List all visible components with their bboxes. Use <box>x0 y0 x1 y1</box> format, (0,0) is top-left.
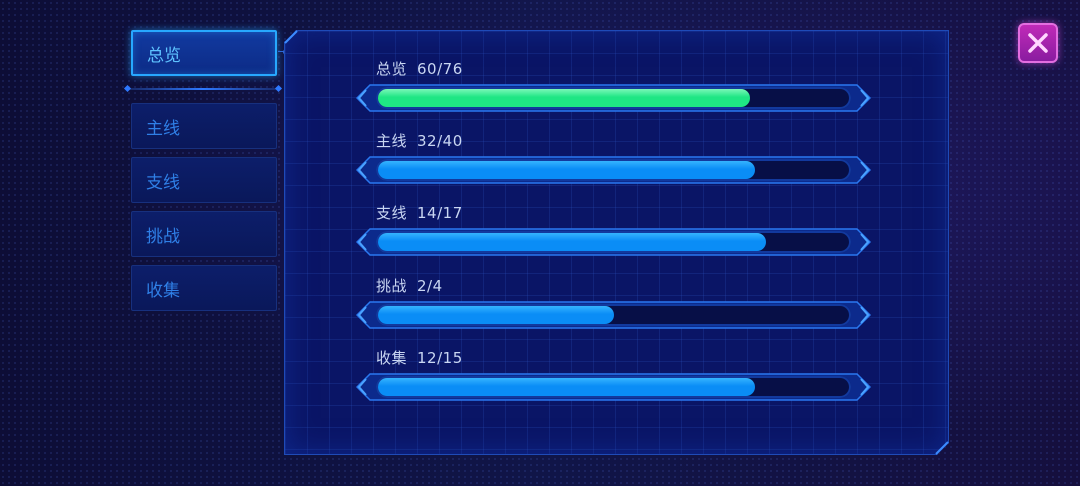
progress-bar-overview <box>356 84 871 112</box>
tab-overview[interactable]: 总览 <box>131 30 277 76</box>
bar-track <box>376 304 851 326</box>
bar-chevron-left-icon <box>357 89 367 107</box>
bar-track <box>376 231 851 253</box>
tab-collection-label: 收集 <box>146 280 180 301</box>
panel-corner-tl <box>284 30 298 44</box>
progress-name: 主线 <box>376 132 408 150</box>
bar-chevron-left-icon <box>357 161 367 179</box>
bar-chevron-right-icon <box>860 233 870 251</box>
progress-count: 14/17 <box>417 204 463 222</box>
bar-fill <box>378 233 766 251</box>
bar-fill <box>378 161 755 179</box>
tab-divider <box>127 88 279 90</box>
panel-corner-br <box>935 441 949 455</box>
progress-bar-challenge <box>356 301 871 329</box>
bar-track <box>376 376 851 398</box>
bar-chevron-left-icon <box>357 233 367 251</box>
progress-count: 32/40 <box>417 132 463 150</box>
close-button[interactable] <box>1018 23 1058 63</box>
bar-chevron-left-icon <box>357 306 367 324</box>
tab-overview-label: 总览 <box>147 45 181 66</box>
progress-count: 2/4 <box>417 277 443 295</box>
bar-chevron-left-icon <box>357 378 367 396</box>
tab-collection[interactable]: 收集 <box>131 265 277 311</box>
close-x-icon <box>1028 33 1048 53</box>
bar-chevron-right-icon <box>860 161 870 179</box>
progress-bar-side <box>356 228 871 256</box>
progress-label-overview: 总览 60/76 <box>376 58 463 79</box>
progress-count: 60/76 <box>417 60 463 78</box>
progress-name: 挑战 <box>376 277 408 295</box>
progress-label-collection: 收集 12/15 <box>376 347 463 368</box>
bar-track <box>376 87 851 109</box>
progress-name: 总览 <box>376 60 408 78</box>
progress-name: 支线 <box>376 204 408 222</box>
tab-main-quest[interactable]: 主线 <box>131 103 277 149</box>
bar-chevron-right-icon <box>860 378 870 396</box>
progress-bar-collection <box>356 373 871 401</box>
tab-challenge[interactable]: 挑战 <box>131 211 277 257</box>
tab-side-quest[interactable]: 支线 <box>131 157 277 203</box>
progress-label-main: 主线 32/40 <box>376 130 463 151</box>
bar-chevron-right-icon <box>860 306 870 324</box>
bar-chevron-right-icon <box>860 89 870 107</box>
tab-challenge-label: 挑战 <box>146 226 180 247</box>
bar-fill <box>378 306 614 324</box>
bar-track <box>376 159 851 181</box>
progress-bar-main <box>356 156 871 184</box>
progress-label-challenge: 挑战 2/4 <box>376 275 443 296</box>
progress-count: 12/15 <box>417 349 463 367</box>
progress-label-side: 支线 14/17 <box>376 202 463 223</box>
tab-main-quest-label: 主线 <box>146 118 180 139</box>
bar-fill <box>378 378 755 396</box>
tab-side-quest-label: 支线 <box>146 172 180 193</box>
bar-fill <box>378 89 750 107</box>
progress-name: 收集 <box>376 349 408 367</box>
